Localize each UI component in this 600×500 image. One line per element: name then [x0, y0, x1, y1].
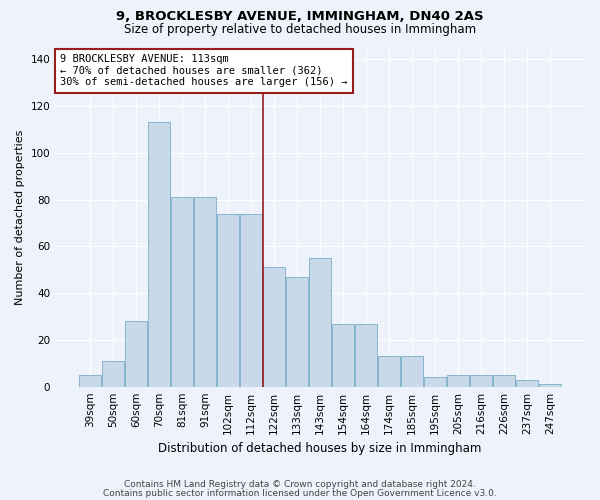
Bar: [148, 122, 170, 386]
Text: Contains public sector information licensed under the Open Government Licence v3: Contains public sector information licen…: [103, 488, 497, 498]
Bar: [539, 384, 561, 386]
Bar: [125, 321, 147, 386]
Bar: [194, 197, 216, 386]
Bar: [401, 356, 423, 386]
Bar: [79, 375, 101, 386]
Text: 9, BROCKLESBY AVENUE, IMMINGHAM, DN40 2AS: 9, BROCKLESBY AVENUE, IMMINGHAM, DN40 2A…: [116, 10, 484, 23]
X-axis label: Distribution of detached houses by size in Immingham: Distribution of detached houses by size …: [158, 442, 482, 455]
Text: 9 BROCKLESBY AVENUE: 113sqm
← 70% of detached houses are smaller (362)
30% of se: 9 BROCKLESBY AVENUE: 113sqm ← 70% of det…: [61, 54, 348, 88]
Bar: [447, 375, 469, 386]
Text: Contains HM Land Registry data © Crown copyright and database right 2024.: Contains HM Land Registry data © Crown c…: [124, 480, 476, 489]
Bar: [516, 380, 538, 386]
Bar: [240, 214, 262, 386]
Bar: [309, 258, 331, 386]
Bar: [286, 276, 308, 386]
Bar: [171, 197, 193, 386]
Bar: [424, 378, 446, 386]
Bar: [263, 268, 285, 386]
Bar: [217, 214, 239, 386]
Bar: [493, 375, 515, 386]
Bar: [102, 361, 124, 386]
Bar: [470, 375, 492, 386]
Text: Size of property relative to detached houses in Immingham: Size of property relative to detached ho…: [124, 22, 476, 36]
Bar: [355, 324, 377, 386]
Bar: [332, 324, 354, 386]
Y-axis label: Number of detached properties: Number of detached properties: [15, 130, 25, 305]
Bar: [378, 356, 400, 386]
